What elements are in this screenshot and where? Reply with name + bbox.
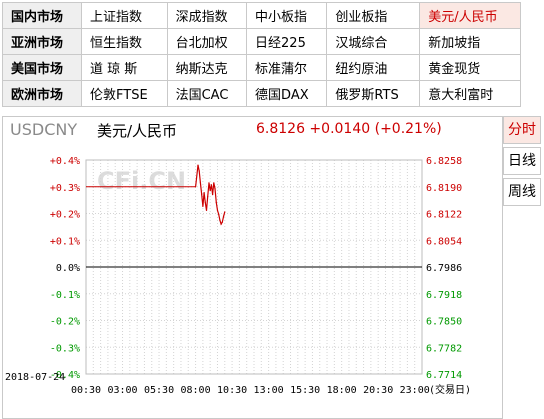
x-tick-label: 10:30 xyxy=(217,385,247,396)
y-tick-label-left: +0.1% xyxy=(50,236,80,247)
y-tick-label-right: 6.8054 xyxy=(426,236,462,247)
price-point xyxy=(216,209,219,211)
market-item[interactable]: 道 琼 斯 xyxy=(81,54,168,81)
market-item[interactable]: 纽约原油 xyxy=(326,54,421,81)
price-point xyxy=(204,201,206,204)
market-region-label: 欧洲市场 xyxy=(2,80,82,107)
price-point xyxy=(213,182,215,184)
price-point xyxy=(194,186,197,188)
price-point xyxy=(201,194,203,196)
chart-instrument-name: 美元/人民币 xyxy=(97,122,178,140)
y-tick-label-left: +0.3% xyxy=(50,183,80,194)
market-item[interactable]: 上证指数 xyxy=(81,2,168,29)
price-point xyxy=(207,195,209,198)
market-item[interactable]: 俄罗斯RTS xyxy=(326,80,421,107)
period-tab[interactable]: 分时 xyxy=(503,116,541,144)
x-tick-label: 15:30 xyxy=(290,385,320,396)
price-point xyxy=(197,164,199,166)
date-label: 2018-07-24 xyxy=(5,372,65,383)
market-item[interactable]: 法国CAC xyxy=(166,80,248,107)
price-point xyxy=(205,209,208,211)
intraday-chart: CFi.CN +0.4% +0.3% +0.2% +0.1% 0.0% -0.1% -0.2%… xyxy=(5,156,471,396)
price-point xyxy=(203,192,205,194)
x-tick-label: 18:00 xyxy=(327,385,357,396)
y-tick-label-right: 6.8122 xyxy=(426,210,462,221)
x-tick-label: 13:00 xyxy=(254,385,284,396)
x-tick-label: 23:00 xyxy=(400,385,430,396)
market-item[interactable]: 美元/人民币 xyxy=(419,2,521,29)
period-tabs: 分时 日线 周线 xyxy=(503,116,541,209)
y-tick-label-right: 6.7986 xyxy=(426,263,462,274)
y-tick-label-left: +0.4% xyxy=(50,156,80,167)
y-tick-label-right: 6.7714 xyxy=(426,370,462,381)
price-point xyxy=(198,170,200,172)
price-point xyxy=(209,190,211,192)
market-item[interactable]: 中小板指 xyxy=(246,2,328,29)
market-selector: 国内市场 上证指数 深成指数 中小板指 创业板指 美元/人民币 亚洲市场 恒生指数 台北加权 日经… xyxy=(2,2,521,107)
market-row: 亚洲市场 恒生指数 台北加权 日经225 汉城综合 新加坡指 xyxy=(2,28,521,55)
price-point xyxy=(219,219,221,221)
market-row: 国内市场 上证指数 深成指数 中小板指 创业板指 美元/人民币 xyxy=(2,2,521,29)
y-tick-label-left: -0.4% xyxy=(50,370,80,381)
y-tick-label-left: -0.3% xyxy=(50,343,80,354)
market-item[interactable]: 德国DAX xyxy=(246,80,328,107)
chart-symbol: USDCNY xyxy=(10,120,78,139)
price-point xyxy=(220,223,222,225)
y-tick-label-right: 6.8190 xyxy=(426,183,462,194)
price-point xyxy=(214,188,216,190)
x-tick-label: 05:30 xyxy=(144,385,174,396)
price-point xyxy=(224,211,226,213)
price-series-line xyxy=(195,164,226,226)
chart-quote: 6.8126 +0.0140 (+0.21%) xyxy=(256,121,442,137)
market-item[interactable]: 伦敦FTSE xyxy=(81,80,168,107)
market-item[interactable]: 黄金现货 xyxy=(419,54,521,81)
price-point xyxy=(202,205,204,208)
market-item[interactable]: 标准蒲尔 xyxy=(246,54,328,81)
y-tick-label-left: 0.0% xyxy=(56,263,80,274)
market-item[interactable]: 意大利富时 xyxy=(419,80,521,107)
y-tick-label-right: 6.7782 xyxy=(426,343,462,354)
market-item[interactable]: 纳斯达克 xyxy=(166,54,248,81)
y-tick-label-right: 6.8258 xyxy=(426,156,462,167)
market-item[interactable]: 台北加权 xyxy=(166,28,248,55)
price-point xyxy=(210,184,212,186)
market-region-label: 亚洲市场 xyxy=(2,28,82,55)
x-axis-label: (交易日) xyxy=(429,383,471,396)
period-tab[interactable]: 周线 xyxy=(503,178,541,206)
y-tick-label-left: -0.2% xyxy=(50,317,80,328)
watermark: CFi.CN xyxy=(97,167,186,195)
x-tick-label: 03:00 xyxy=(107,385,137,396)
price-point xyxy=(199,182,202,184)
period-tab[interactable]: 日线 xyxy=(503,147,541,175)
market-item[interactable]: 深成指数 xyxy=(166,2,248,29)
x-tick-label: 00:30 xyxy=(71,385,101,396)
y-tick-label-left: +0.2% xyxy=(50,210,80,221)
price-point xyxy=(208,182,210,184)
y-tick-label-right: 6.7918 xyxy=(426,290,462,301)
market-item[interactable]: 新加坡指 xyxy=(419,28,521,55)
price-point xyxy=(215,201,217,204)
price-point xyxy=(221,221,223,223)
x-tick-label: 20:30 xyxy=(363,385,393,396)
x-tick-label: 08:00 xyxy=(181,385,211,396)
market-item[interactable]: 恒生指数 xyxy=(81,28,168,55)
market-row: 欧洲市场 伦敦FTSE 法国CAC 德国DAX 俄罗斯RTS 意大利富时 xyxy=(2,80,521,107)
market-item[interactable]: 日经225 xyxy=(246,28,328,55)
market-region-label: 美国市场 xyxy=(2,54,82,81)
price-point xyxy=(222,215,225,217)
y-tick-label-left: -0.1% xyxy=(50,290,80,301)
market-region-label: 国内市场 xyxy=(2,2,82,29)
price-point xyxy=(212,194,214,196)
y-tick-label-right: 6.7850 xyxy=(426,317,462,328)
price-point xyxy=(218,213,220,215)
market-item[interactable]: 汉城综合 xyxy=(326,28,421,55)
market-row: 美国市场道 琼 斯纳斯达克 标准蒲尔 纽约原油 黄金现货 xyxy=(2,54,521,81)
market-item[interactable]: 创业板指 xyxy=(326,2,421,29)
chart-panel: USDCNY 美元/人民币 6.8126 +0.0140 (+0.21%) CF… xyxy=(2,116,503,419)
